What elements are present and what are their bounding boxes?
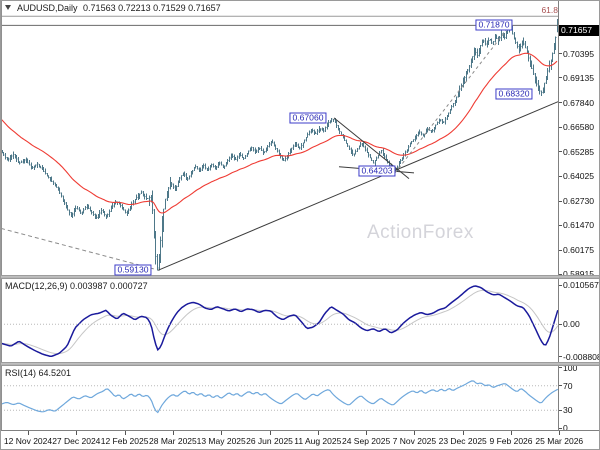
time-axis-tick: [28, 431, 29, 435]
time-axis[interactable]: 12 Nov 2024 27 Dec 2024 12 Feb 2025 28 Mar …: [1, 430, 599, 449]
price-axis-label-tick: [559, 53, 562, 55]
time-axis-label: 12 Feb 2025: [100, 436, 149, 446]
price-axis-label-tick: [559, 200, 562, 202]
fib-level-label: 61.8: [541, 5, 558, 15]
price-axis[interactable]: 0.70395 0.69135 0.67840 0.66580 0.65285 0.640…: [558, 1, 600, 434]
price-axis-label: 0.62730: [563, 196, 595, 207]
time-axis-tick: [317, 431, 319, 435]
rsi-axis-label: 0: [563, 423, 568, 434]
price-axis-label: 0.61470: [563, 220, 595, 231]
price-axis-label: 0.66580: [563, 122, 595, 133]
macd-signal-line: [1, 289, 559, 355]
time-axis-tick: [269, 431, 271, 435]
current-price-tag: 0.71657: [559, 25, 599, 36]
time-axis-label: 27 Dec 2024: [52, 436, 101, 446]
price-axis-label-tick: [559, 224, 562, 226]
price-axis-label: 0.65285: [563, 146, 595, 157]
time-axis-tick: [172, 431, 174, 435]
macd-header: MACD(12,26,9) 0.003987 0.000727: [5, 281, 148, 291]
time-axis-label: 24 Sep 2025: [341, 436, 391, 446]
rsi-axis-label-tick: [559, 367, 562, 369]
symbol-ohlc-header: AUDUSD,Daily 0.71563 0.72213 0.71529 0.7…: [5, 3, 224, 13]
macd-axis-label-tick: [559, 323, 562, 325]
macd-axis-label: -0.008808: [563, 351, 600, 362]
price-axis-label-tick: [559, 77, 562, 79]
price-axis-label: 0.69135: [563, 72, 595, 83]
price-annotation[interactable]: 0.64203: [358, 165, 396, 177]
price-annotation[interactable]: 0.67060: [289, 112, 327, 124]
watermark: ActionForex: [367, 222, 474, 243]
rsi-axis-label: 70: [563, 380, 573, 391]
price-axis-label: 0.67840: [563, 97, 595, 108]
time-axis-tick: [366, 431, 368, 435]
price-axis-label-tick: [559, 175, 562, 177]
price-annotation[interactable]: 0.68320: [495, 88, 533, 100]
price-axis-label-tick: [559, 151, 562, 153]
trend-line[interactable]: [1, 227, 157, 270]
time-axis-label: 28 Mar 2025: [149, 436, 197, 446]
panel-separator[interactable]: [1, 362, 599, 366]
price-axis-label-tick: [559, 273, 562, 275]
trend-line[interactable]: [333, 117, 410, 179]
time-axis-label: 13 May 2025: [196, 436, 246, 446]
price-axis-label-tick: [559, 102, 562, 104]
panel-separator[interactable]: [1, 275, 599, 279]
macd-axis-label: 0.00: [563, 319, 580, 330]
time-axis-label: 25 Mar 2026: [535, 436, 584, 446]
time-axis-label: 26 Jun 2025: [246, 436, 293, 446]
time-axis-tick: [221, 431, 223, 435]
macd-axis-label-tick: [559, 356, 562, 358]
ma-line[interactable]: [1, 52, 558, 214]
time-axis-tick: [462, 431, 464, 435]
macd-line: [1, 285, 559, 357]
time-axis-label: 7 Nov 2025: [392, 436, 437, 446]
time-axis-tick: [124, 431, 126, 435]
rsi-axis-label-tick: [559, 427, 562, 429]
price-axis-label-tick: [559, 126, 562, 128]
symbol-marker-icon: [5, 5, 11, 10]
trend-line[interactable]: [157, 101, 559, 271]
time-axis-tick: [559, 431, 561, 435]
price-axis-label: 0.58915: [563, 269, 594, 279]
price-annotation[interactable]: 0.71870: [475, 19, 513, 31]
rsi-axis-label: 30: [563, 405, 573, 416]
close-ticks: [2, 27, 559, 269]
time-axis-label: 9 Feb 2026: [489, 436, 533, 446]
rsi-line: [1, 380, 559, 414]
time-axis-label: 11 Aug 2025: [294, 436, 342, 446]
time-axis-label: 12 Nov 2024: [3, 436, 53, 446]
price-axis-label: 0.64025: [563, 171, 595, 182]
price-axis-label-tick: [559, 249, 562, 251]
price-annotation[interactable]: 0.59130: [114, 264, 152, 276]
price-axis-label: 0.60175: [563, 245, 595, 256]
time-axis-tick: [511, 431, 512, 435]
symbol-label: AUDUSD,Daily: [17, 3, 78, 13]
rsi-header: RSI(14) 64.5201: [5, 368, 72, 378]
rsi-axis-label-tick: [559, 409, 562, 411]
price-axis-label: 0.70395: [563, 48, 595, 59]
macd-axis-label-tick: [559, 284, 562, 286]
rsi-axis-label-tick: [559, 385, 562, 387]
time-axis-tick: [414, 431, 416, 435]
ohlc-values: 0.71563 0.72213 0.71529 0.71657: [83, 3, 221, 13]
time-axis-tick: [76, 431, 78, 435]
rsi-axis-label: 100: [563, 362, 578, 373]
macd-axis-label: 0.010567: [563, 280, 599, 291]
time-axis-label: 23 Dec 2025: [438, 436, 487, 446]
trend-line[interactable]: [394, 25, 511, 174]
